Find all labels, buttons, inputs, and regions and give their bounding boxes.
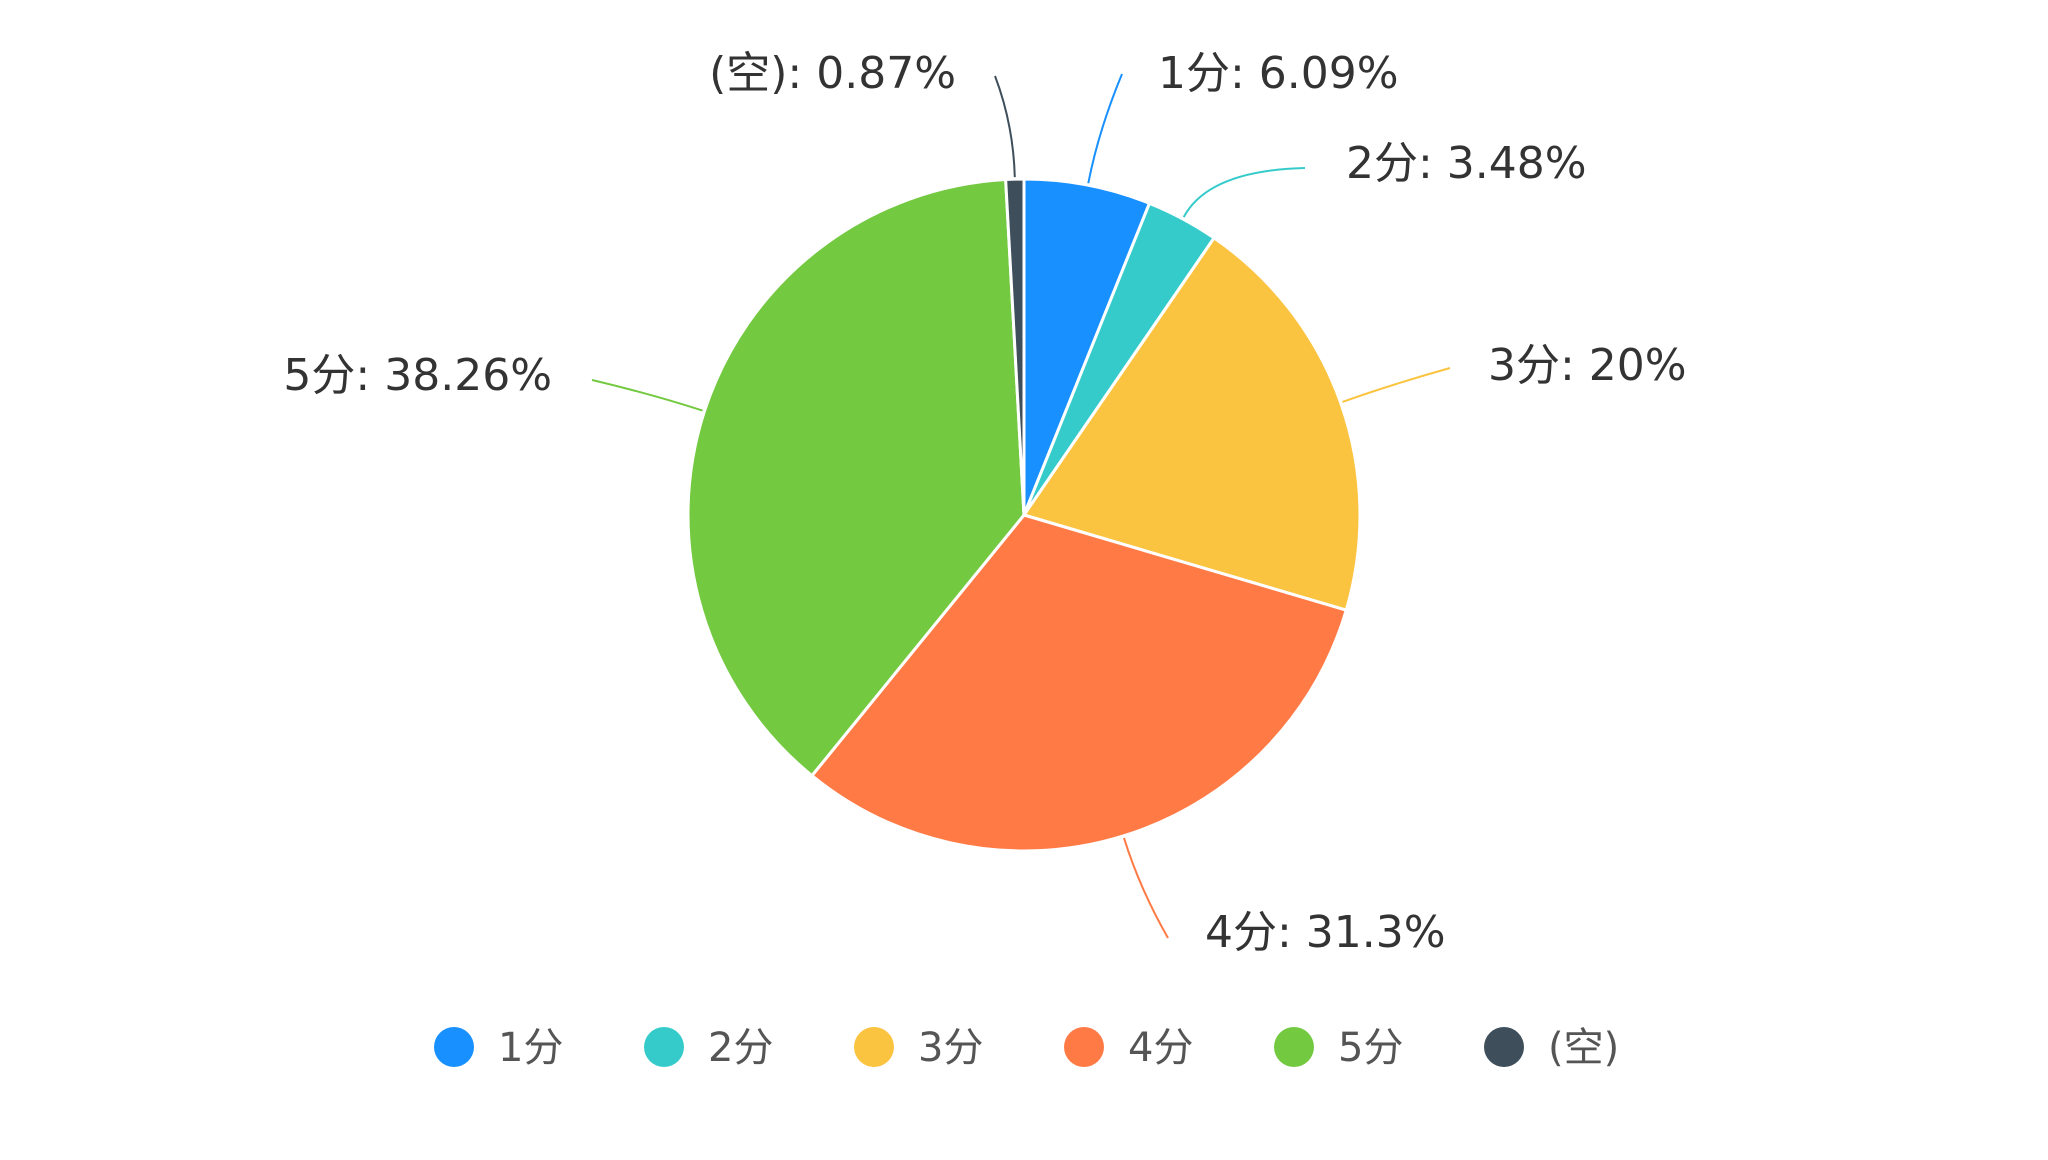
- pie-slice[interactable]: [686, 177, 1026, 778]
- legend-swatch[interactable]: [854, 1027, 894, 1067]
- legend-swatch[interactable]: [1484, 1027, 1524, 1067]
- slice-label: (空): 0.87%: [709, 48, 956, 99]
- legend-swatch[interactable]: [1274, 1027, 1314, 1067]
- leader-line: [591, 379, 703, 412]
- legend-swatch[interactable]: [434, 1027, 474, 1067]
- legend-label[interactable]: 5分: [1338, 1025, 1403, 1071]
- legend-label[interactable]: 3分: [918, 1025, 983, 1071]
- pie-slice[interactable]: [1004, 177, 1026, 516]
- leader-line: [1342, 367, 1451, 403]
- legend-label[interactable]: (空): [1548, 1025, 1619, 1071]
- slice-label: 2分: 3.48%: [1346, 138, 1587, 189]
- legend-label[interactable]: 1分: [498, 1025, 563, 1071]
- slice-label: 4分: 31.3%: [1205, 907, 1446, 958]
- legend-swatch[interactable]: [1064, 1027, 1104, 1067]
- legend-swatch[interactable]: [644, 1027, 684, 1067]
- leader-line: [1123, 837, 1169, 939]
- pie-slice[interactable]: [1022, 177, 1152, 516]
- slice-label: 3分: 20%: [1488, 340, 1687, 391]
- slice-labels: 1分: 6.09% 2分: 3.48% 3分: 20% 4分: 31.3% 5分: 38…: [283, 48, 1686, 958]
- legend-label[interactable]: 2分: [708, 1025, 773, 1071]
- leader-line: [1087, 73, 1123, 184]
- legend-label[interactable]: 4分: [1128, 1025, 1193, 1071]
- pie-slices: [686, 177, 1362, 853]
- slice-label: 1分: 6.09%: [1158, 48, 1399, 99]
- label-leader-lines: [591, 73, 1451, 939]
- legend: 1分 2分 3分 4分 5分 (空): [434, 1025, 1619, 1071]
- leader-line: [994, 75, 1016, 178]
- pie-slice[interactable]: [809, 513, 1349, 853]
- leader-line: [1182, 167, 1306, 218]
- slice-label: 5分: 38.26%: [283, 350, 552, 401]
- pie-slice[interactable]: [1021, 235, 1362, 613]
